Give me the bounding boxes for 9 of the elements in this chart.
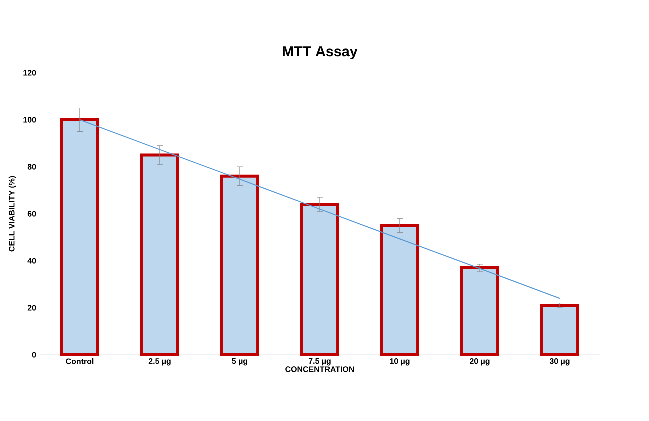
bar [460, 266, 500, 356]
bar [220, 174, 260, 356]
chart-title: MTT Assay [283, 46, 358, 60]
bar [380, 224, 420, 356]
bar [60, 118, 100, 356]
bar [140, 154, 180, 356]
line-series [80, 119, 561, 300]
bar [540, 304, 580, 356]
bar [300, 203, 340, 356]
